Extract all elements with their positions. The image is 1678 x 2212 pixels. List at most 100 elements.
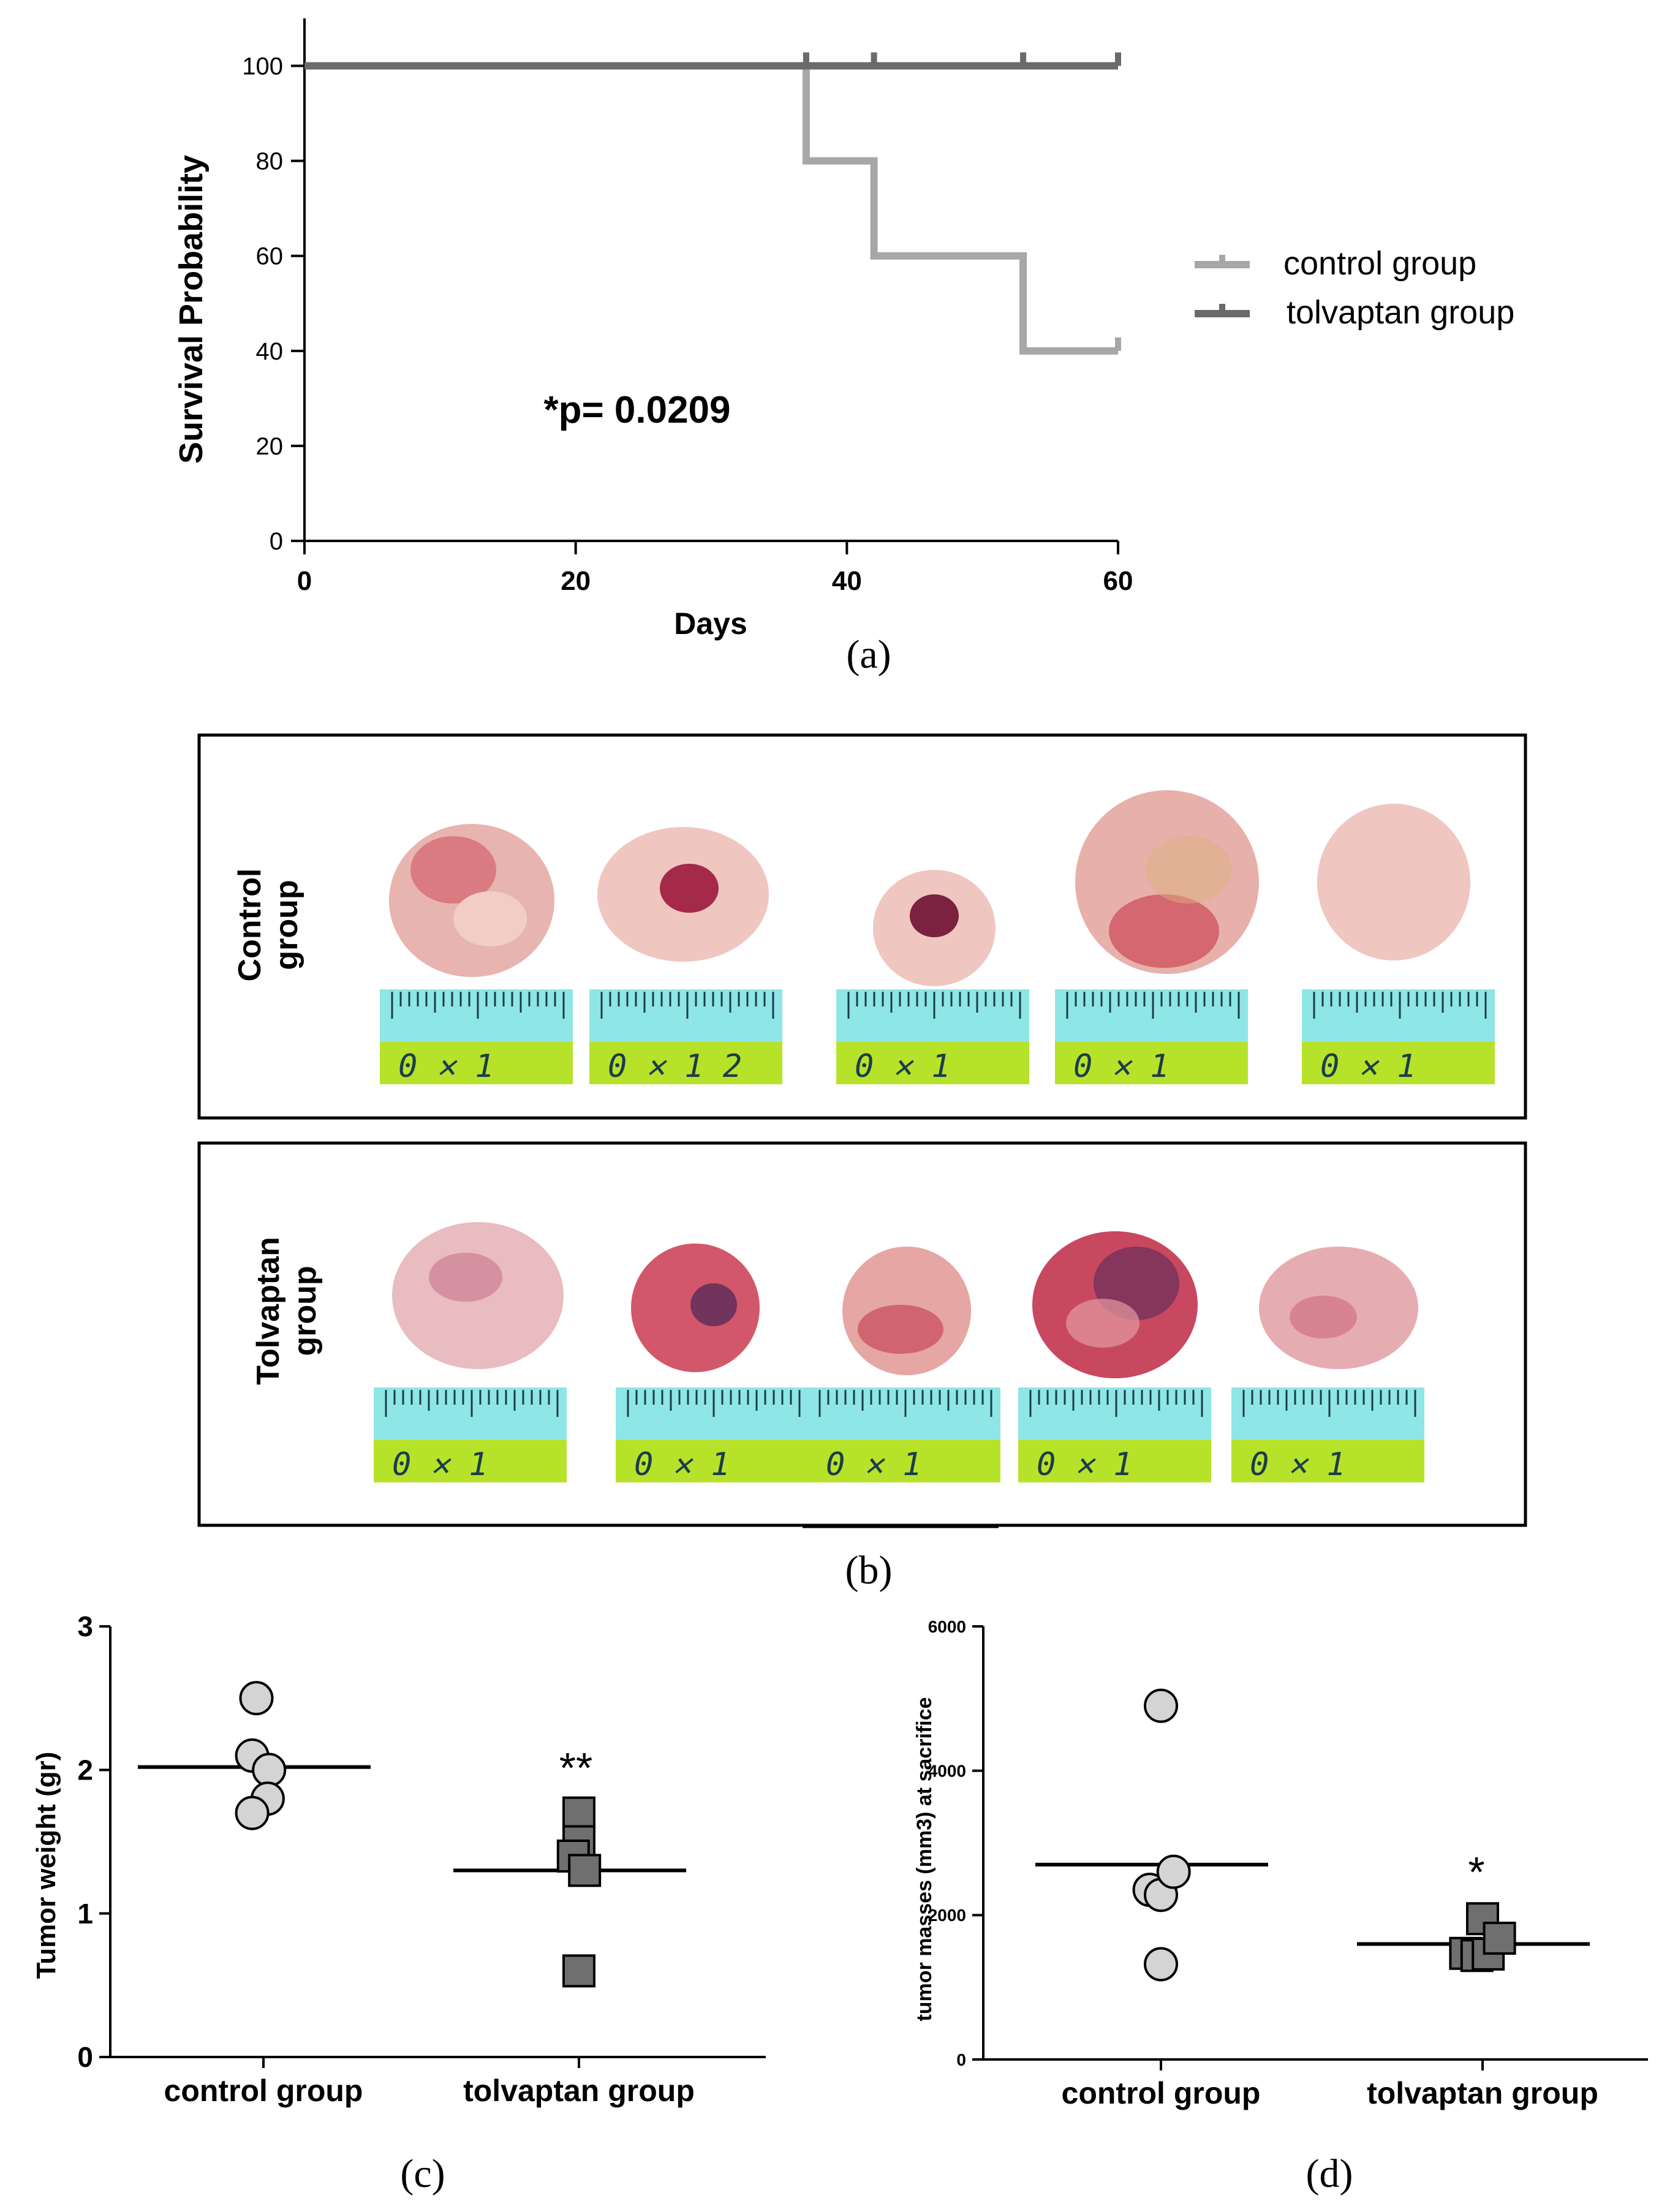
tolvaptan-photo-frame	[197, 1141, 1527, 1527]
survival-legend: control group tolvaptan group	[1195, 245, 1514, 331]
legend-item-control: control group	[1195, 245, 1476, 282]
tolvaptan-tumor-1	[392, 1222, 564, 1369]
ruler-top	[380, 989, 573, 1042]
ruler-bottom	[1231, 1440, 1424, 1482]
ruler-numbers: 0 ✕ 1	[1320, 1048, 1416, 1085]
mass-y-tick-label: 6000	[928, 1617, 966, 1636]
ruler-top	[1018, 1387, 1211, 1440]
survival-x-tick-label: 0	[297, 566, 312, 596]
mass-point-control	[1144, 1947, 1178, 1982]
ruler-bottom	[380, 1041, 573, 1084]
survival-line-control	[304, 62, 1118, 355]
tumor-weight-significance: **	[559, 1744, 592, 1792]
ruler-numbers: 0 ✕ 1	[398, 1048, 494, 1085]
control-tumor-4	[1075, 790, 1259, 974]
ruler-bottom	[1055, 1041, 1248, 1084]
p-value-annotation: *p= 0.0209	[543, 389, 730, 431]
control-row-label: Control group	[232, 869, 304, 982]
tolvaptan-label-line1: Tolvaptan	[251, 1237, 286, 1385]
legend-item-tolvaptan: tolvaptan group	[1195, 294, 1514, 331]
survival-y-tick-label: 100	[242, 53, 283, 80]
weight-point-tolvaptan	[562, 1796, 595, 1830]
tolvaptan-tumor-2	[631, 1244, 760, 1372]
ruler-top	[1231, 1387, 1424, 1440]
weight-y-tick-label: 1	[77, 1898, 93, 1930]
ruler-numbers: 0 ✕ 1	[1037, 1446, 1133, 1483]
ruler-bottom	[589, 1041, 782, 1084]
tumor-weight-y-axis-label: Tumor weight (gr)	[31, 1752, 61, 1979]
legend-label-tolvaptan: tolvaptan group	[1287, 294, 1514, 331]
mass-point-control	[1144, 1688, 1178, 1723]
ruler-top	[1302, 989, 1495, 1042]
tumor-mass-y-axis-label: tumor masses (mm3) at sacrifice	[913, 1697, 936, 2021]
survival-y-axis-label: Survival Probability	[173, 155, 210, 464]
survival-x-axis-label: Days	[674, 606, 747, 641]
survival-y-tick-label: 0	[270, 528, 283, 555]
weight-y-tick-label: 3	[77, 1610, 93, 1642]
control-tumor-5	[1317, 804, 1470, 961]
tumor-mass-chart: 0 2000 4000 6000 control group tolvaptan grou…	[913, 1617, 1648, 2196]
survival-series	[304, 52, 1121, 355]
survival-chart: 0 20 40 60 80 100 0 20 40 60 Days Survival Probab…	[173, 18, 1514, 677]
survival-y-tick-label: 40	[256, 338, 284, 365]
tolvaptan-row-label: Tolvaptan group	[251, 1237, 323, 1385]
survival-y-tick-label: 60	[256, 243, 284, 270]
tolvaptan-label-line2: group	[287, 1266, 323, 1356]
ruler-numbers: 0 ✕ 1	[1073, 1048, 1170, 1085]
ruler-bottom	[807, 1440, 1000, 1482]
ruler-numbers: 0 ✕ 1 2	[608, 1048, 742, 1085]
ruler-top	[1055, 989, 1248, 1042]
control-label-line2: group	[269, 880, 304, 970]
panel-label-a: (a)	[846, 632, 891, 677]
tumor-mass-significance: *	[1468, 1848, 1484, 1896]
panel-label-d: (d)	[1306, 2151, 1353, 2196]
panel-label-b: (b)	[845, 1548, 893, 1593]
ruler-top	[807, 1387, 1000, 1440]
survival-x-tick-label: 60	[1103, 566, 1133, 596]
weight-x-tick-label: tolvaptan group	[463, 2074, 695, 2108]
tolvaptan-tumor-4	[1032, 1231, 1198, 1378]
mass-point-tolvaptan	[1483, 1922, 1516, 1955]
mass-x-tick-label: control group	[1062, 2076, 1261, 2110]
rulers: 0 ✕ 1 0 ✕ 1 2 0 ✕ 1 0 ✕ 1 0 ✕ 1 0 ✕ 1 0 ✕ 1 0 ✕…	[374, 989, 1495, 1483]
ruler-bottom	[374, 1440, 567, 1482]
mass-point-control	[1156, 1854, 1191, 1889]
ruler-bottom	[1018, 1440, 1211, 1482]
survival-axes: 0 20 40 60 80 100 0 20 40 60	[242, 18, 1133, 596]
weight-point-control	[252, 1753, 287, 1787]
ruler-bottom	[616, 1440, 809, 1482]
ruler-top	[589, 989, 782, 1042]
tolvaptan-tumor-3	[842, 1247, 971, 1375]
control-tumor-3	[873, 870, 996, 986]
weight-point-control	[239, 1681, 274, 1716]
control-tumor-1	[389, 824, 554, 977]
tumor-weight-points	[138, 1681, 686, 1988]
ruler-top	[616, 1387, 809, 1440]
tumor-weight-axes: 0 1 2 3 control group tolvaptan group	[77, 1610, 766, 2108]
survival-x-tick-label: 40	[832, 566, 862, 596]
ruler-numbers: 0 ✕ 1	[1250, 1446, 1346, 1483]
control-label-line1: Control	[232, 869, 268, 982]
legend-label-control: control group	[1283, 245, 1476, 282]
control-tumor-2	[597, 827, 769, 962]
ruler-top	[374, 1387, 567, 1440]
mass-y-tick-label: 0	[956, 2050, 966, 2069]
weight-y-tick-label: 2	[77, 1754, 93, 1786]
control-photo-frame	[197, 733, 1527, 1120]
panel-label-c: (c)	[400, 2151, 445, 2196]
mass-y-tick-label: 2000	[928, 1906, 966, 1925]
tumor-mass-points	[1035, 1688, 1590, 1982]
weight-point-control	[235, 1795, 270, 1830]
ruler-top	[836, 989, 1029, 1042]
ruler-bottom	[1302, 1041, 1495, 1084]
ruler-numbers: 0 ✕ 1	[634, 1446, 730, 1483]
ruler-numbers: 0 ✕ 1	[392, 1446, 488, 1483]
weight-y-tick-label: 0	[77, 2041, 93, 2073]
mass-y-tick-label: 4000	[928, 1761, 966, 1780]
tumor-mass-axes: 0 2000 4000 6000 control group tolvaptan grou…	[928, 1617, 1648, 2110]
tumor-photo-panel: Control group Tolvaptan group	[197, 733, 1527, 1593]
ruler-numbers: 0 ✕ 1	[855, 1048, 951, 1085]
ruler-numbers: 0 ✕ 1	[826, 1446, 922, 1483]
tolvaptan-tumor-5	[1259, 1247, 1418, 1369]
